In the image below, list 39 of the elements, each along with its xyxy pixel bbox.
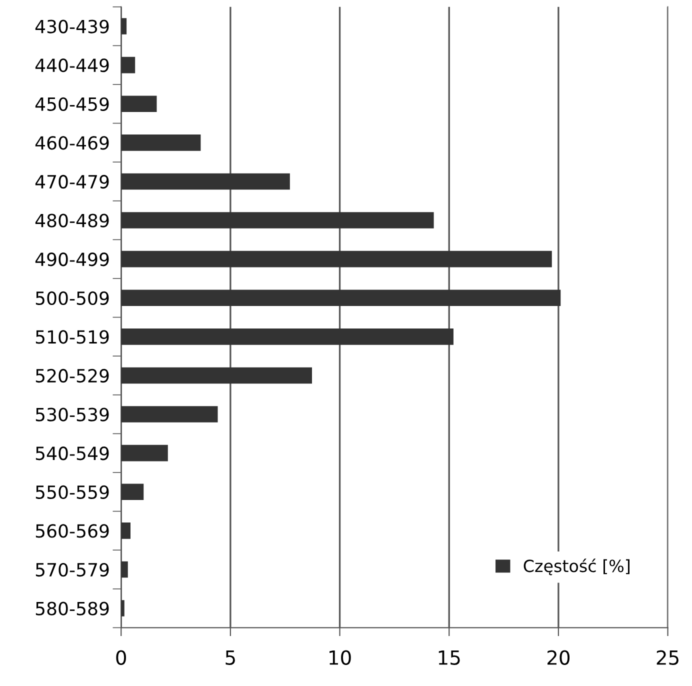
bar [121,328,454,345]
bar [121,96,157,112]
y-tick-label: 520-529 [36,368,109,383]
bar [121,290,561,306]
y-tick-label: 570-579 [36,562,109,577]
x-tick-label: 20 [547,650,570,665]
bar [121,367,312,384]
bar [121,134,201,151]
legend-label: Częstość [%] [524,558,630,576]
y-tick-label: 470-479 [35,174,109,189]
x-tick-label: 10 [330,650,351,665]
y-tick-label: 510-519 [36,330,109,344]
y-tick-label: 580-589 [36,602,109,616]
bar [121,600,124,616]
y-tick-label: 550-559 [36,485,109,499]
bar [121,250,552,268]
bar [121,561,128,578]
y-tick-label: 490-499 [35,252,109,266]
y-tick-label: 430-439 [35,20,109,34]
y-tick-label: 530-539 [36,408,109,422]
bar [121,173,290,190]
bar [121,444,168,462]
x-tick-label: 0 [116,650,126,665]
y-tick-label: 460-469 [35,136,109,150]
bar [121,522,131,539]
bar [121,484,144,500]
y-tick-label: 480-489 [35,214,109,228]
x-tick-label: 5 [226,650,235,665]
x-tick-label: 25 [656,650,678,665]
bar [121,18,127,34]
y-tick-label: 450-459 [35,97,109,111]
y-tick-label: 440-449 [35,58,109,72]
y-tick-label: 540-549 [36,446,109,460]
bar [121,406,218,422]
x-tick-label: 15 [438,650,460,665]
bar [121,212,434,228]
bar [121,56,136,74]
y-tick-label: 500-509 [36,291,109,305]
y-tick-label: 560-569 [36,524,109,538]
